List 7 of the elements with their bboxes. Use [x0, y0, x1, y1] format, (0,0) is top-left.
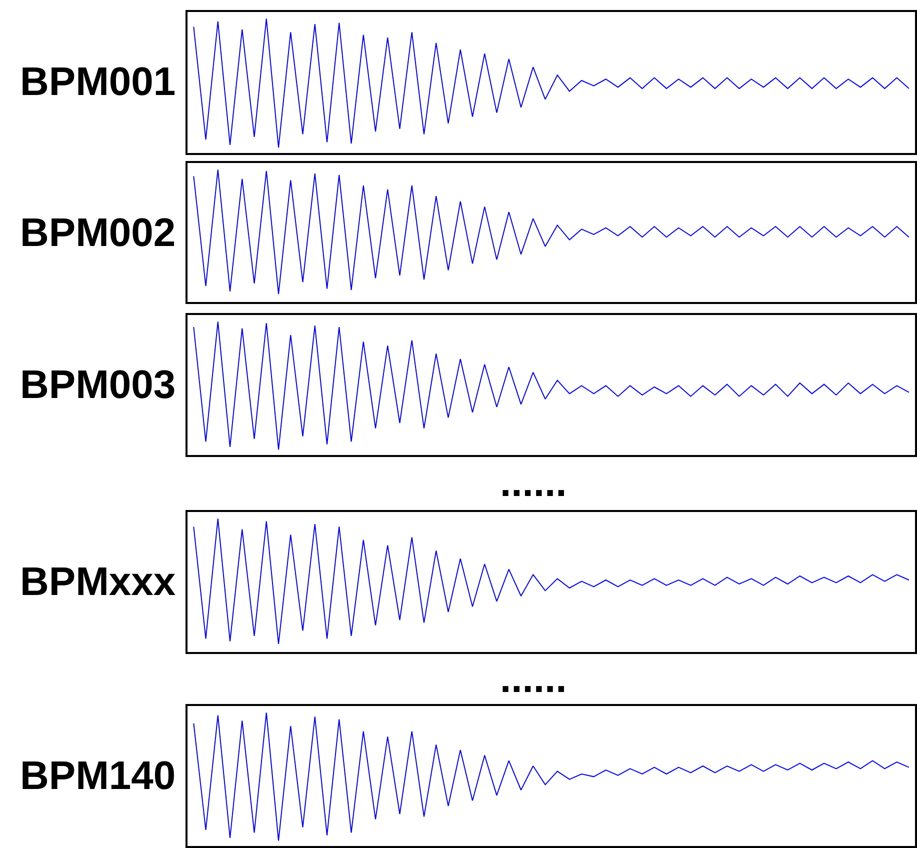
text: ...... — [500, 657, 567, 701]
text: ...... — [500, 461, 567, 505]
text: BPMxxx — [20, 560, 176, 604]
text: BPM002 — [20, 211, 176, 255]
text: BPM140 — [20, 754, 176, 798]
text: BPM003 — [20, 363, 176, 407]
text: BPM001 — [20, 60, 176, 104]
